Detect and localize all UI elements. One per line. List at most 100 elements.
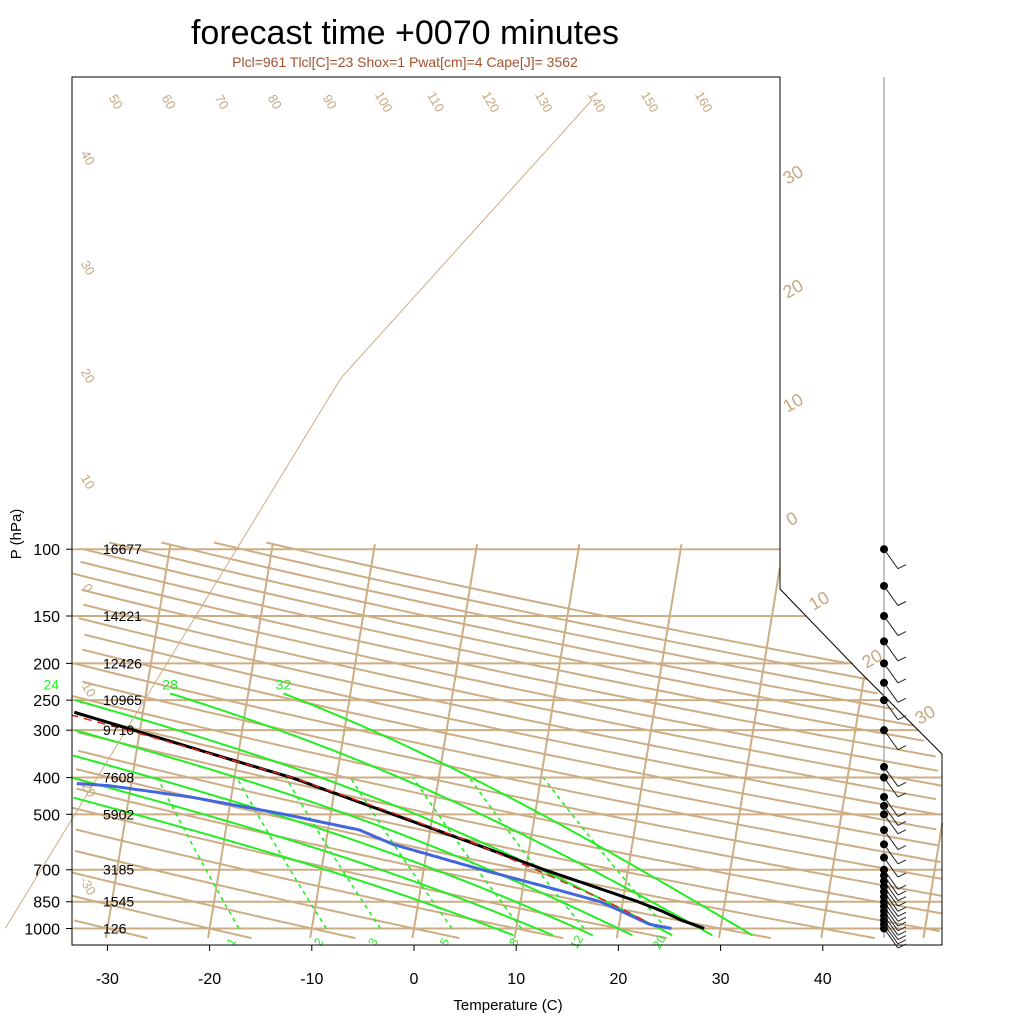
mixing-ratio-label: 1	[224, 935, 240, 948]
wind-barb-flag	[897, 859, 907, 865]
dry-adiabat-line	[108, 541, 894, 711]
wind-barb-shaft	[883, 699, 899, 720]
chart-title: forecast time +0070 minutes	[191, 14, 619, 52]
dry-adiabat-label: 90	[320, 92, 340, 112]
moist-adiabat-line	[169, 692, 701, 930]
wind-barb-flag	[897, 678, 907, 684]
mixing-ratio-line	[349, 777, 453, 929]
dry-adiabat-line	[213, 541, 868, 681]
plot-frame	[71, 76, 943, 946]
wind-barb-flag	[897, 631, 907, 636]
wind-barb-shaft	[883, 880, 899, 901]
moist-adiabat-line	[71, 776, 537, 930]
wind-barb-shaft	[883, 886, 899, 907]
wind-barb-flag	[897, 697, 907, 703]
wind-barb-shaft	[883, 641, 899, 662]
x-axis-label: Temperature (C)	[453, 997, 562, 1014]
dry-adiabat-line	[75, 768, 876, 940]
wind-barb-flag	[897, 745, 907, 751]
dry-adiabat-line	[74, 849, 460, 940]
mixing-ratio-label: 5	[437, 935, 453, 948]
temperature-tick-label: 30	[712, 971, 730, 988]
temperature-tick-label: -20	[198, 971, 221, 988]
wind-barb-shaft	[883, 663, 899, 684]
isotherm-line	[104, 544, 172, 939]
moist-adiabat-line	[283, 692, 742, 930]
wind-barb-shaft	[883, 777, 899, 798]
mixing-ratio-label: 12	[567, 932, 586, 951]
moist-adiabat-line	[74, 729, 619, 930]
temperature-tick-label: -10	[300, 971, 323, 988]
dry-adiabat-line	[72, 871, 356, 940]
wind-barb-flag	[897, 939, 907, 945]
mixing-ratio-line	[236, 777, 327, 929]
height-label: 16677	[103, 541, 142, 557]
wind-barb-shaft	[883, 910, 899, 931]
isotherm-label-left: 40	[78, 148, 98, 168]
wind-barb-shaft	[883, 875, 899, 896]
wind-barb-shaft	[883, 915, 899, 936]
dry-adiabat-line	[75, 828, 564, 940]
wind-barb-shaft	[883, 729, 899, 750]
isotherm-label-right: 0	[783, 508, 802, 530]
height-label: 9710	[103, 722, 134, 738]
wind-barb-flag	[897, 916, 907, 922]
y-axis-label: P (hPa)	[8, 509, 25, 560]
dry-adiabat-line	[84, 633, 938, 816]
dry-adiabat-line	[80, 560, 924, 742]
isotherm-label-right: 30	[779, 161, 806, 188]
isotherm-label-left: 10	[78, 472, 98, 492]
moist-adiabat-label: 28	[162, 676, 178, 692]
height-label: 14221	[103, 608, 142, 624]
wind-barb-shaft	[883, 585, 899, 606]
dry-adiabat-line	[82, 648, 937, 831]
wind-barb-flag	[897, 911, 907, 917]
dry-adiabat-line	[83, 548, 914, 727]
temperature-tick-label: 20	[610, 971, 628, 988]
wind-barb-flag	[897, 901, 907, 907]
wind-barb-flag	[897, 845, 907, 850]
wind-barb-shaft	[883, 548, 899, 570]
wind-barb-flag	[897, 715, 907, 721]
moist-adiabat-line	[536, 927, 554, 937]
isotherm-label-right: 20	[858, 645, 885, 672]
wind-barb-shaft	[883, 924, 899, 945]
moist-adiabat-label: 32	[276, 676, 292, 692]
wind-barb-flag	[897, 906, 907, 912]
dry-adiabat-line	[83, 681, 941, 863]
wind-barb-shaft	[883, 891, 899, 912]
wind-barb-shaft	[883, 869, 899, 890]
isotherm-label-right: 10	[779, 389, 806, 416]
dry-adiabat-line	[265, 541, 849, 665]
wind-barb-shaft	[883, 896, 899, 917]
height-label: 126	[103, 921, 127, 937]
wind-barb-flag	[897, 890, 907, 896]
isotherm-label-right: 30	[911, 701, 938, 728]
dry-adiabat-label: 70	[212, 92, 232, 112]
dry-adiabat-label: 140	[585, 89, 609, 115]
wind-barb-flag	[897, 601, 907, 606]
wind-barb-shaft	[883, 805, 899, 826]
isotherm-line	[922, 822, 944, 939]
wind-barb-flag	[897, 656, 907, 662]
dry-adiabat-line	[72, 572, 936, 758]
dry-adiabat-label: 150	[638, 89, 662, 115]
moist-adiabat-line	[740, 927, 754, 937]
parcel-profile-line	[71, 714, 644, 921]
pressure-tick-label: 700	[33, 863, 60, 880]
wind-barb-flag	[897, 926, 907, 932]
isotherm-label-right: 10	[805, 587, 832, 614]
wind-barb-flag	[897, 884, 907, 890]
moist-adiabat-line	[577, 927, 594, 937]
wind-barb-shaft	[883, 901, 899, 922]
dry-adiabat-line	[72, 695, 943, 880]
wind-barb-flag	[897, 564, 907, 570]
dry-adiabat-line	[81, 588, 939, 772]
temperature-tick-label: 0	[410, 971, 419, 988]
height-label: 3185	[103, 862, 134, 878]
wind-barb-shaft	[883, 615, 899, 636]
mixing-ratio-line	[156, 777, 240, 929]
moist-adiabat-line	[658, 927, 673, 937]
temperature-tick-label: -30	[96, 971, 119, 988]
